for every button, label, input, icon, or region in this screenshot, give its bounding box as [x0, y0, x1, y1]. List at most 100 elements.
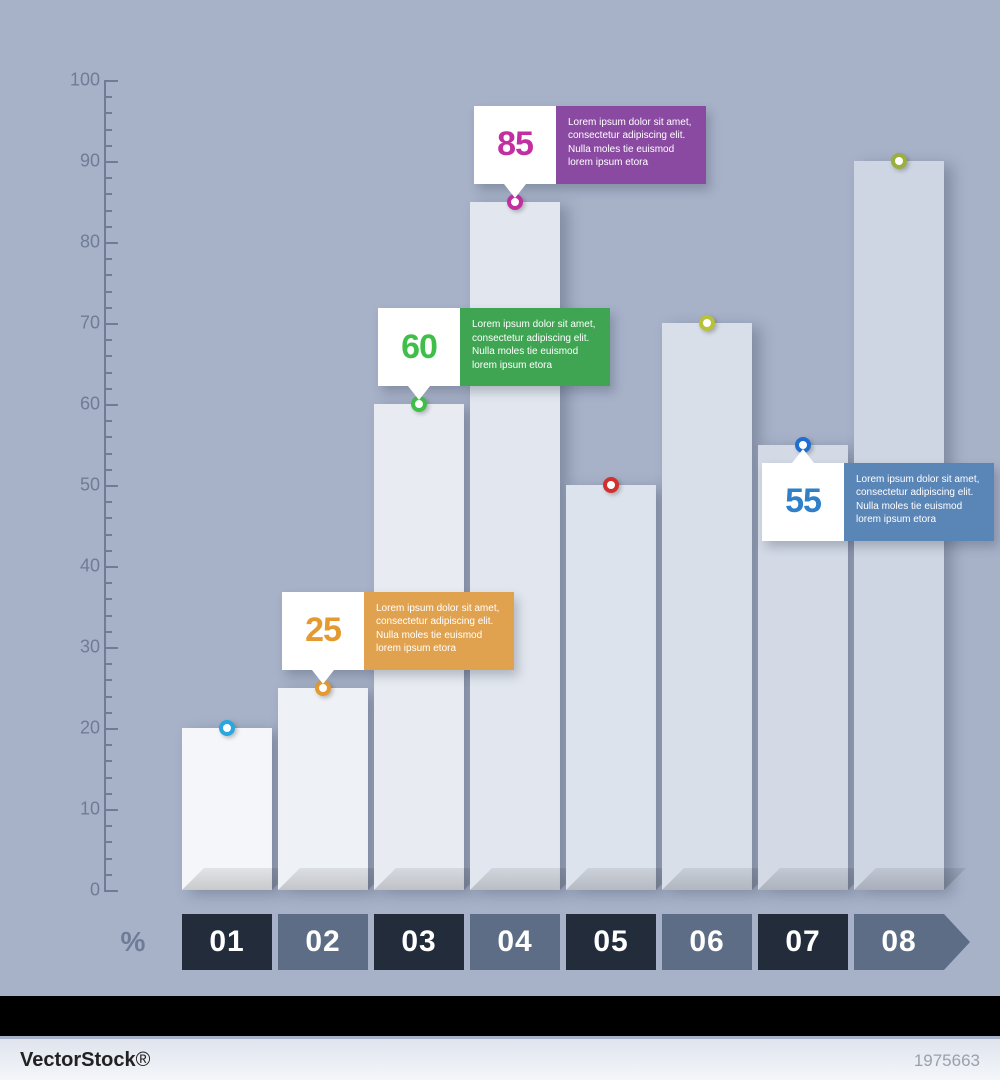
callout-text: Lorem ipsum dolor sit amet, consectetur …	[364, 592, 514, 670]
y-tick-minor	[104, 534, 112, 536]
y-tick-label: 90	[50, 151, 100, 172]
y-tick-major	[104, 161, 118, 163]
y-tick-minor	[104, 469, 112, 471]
callout: 85Lorem ipsum dolor sit amet, consectetu…	[474, 106, 706, 184]
x-axis-percent-symbol: %	[90, 914, 176, 970]
bar	[566, 485, 656, 890]
bar	[278, 688, 368, 891]
x-category-box: 06	[662, 914, 752, 970]
callout-tail	[504, 184, 526, 198]
y-tick-minor	[104, 193, 112, 195]
y-tick-minor	[104, 858, 112, 860]
plot-area: 25Lorem ipsum dolor sit amet, consectetu…	[120, 80, 940, 890]
x-axis-strip: %0102030405060708	[90, 914, 940, 970]
y-tick-major	[104, 647, 118, 649]
y-tick-minor	[104, 777, 112, 779]
y-tick-minor	[104, 825, 112, 827]
y-tick-major	[104, 890, 118, 892]
footer-black-band	[0, 996, 1000, 1036]
y-tick-major	[104, 323, 118, 325]
bar-top-marker	[603, 477, 619, 493]
callout: 60Lorem ipsum dolor sit amet, consectetu…	[378, 308, 610, 386]
y-tick-major	[104, 809, 118, 811]
x-category-box: 02	[278, 914, 368, 970]
y-tick-minor	[104, 550, 112, 552]
y-tick-minor	[104, 712, 112, 714]
y-tick-label: 60	[50, 394, 100, 415]
y-tick-label: 0	[50, 880, 100, 901]
bar-chart: 0102030405060708090100 25Lorem ipsum dol…	[90, 80, 940, 890]
bar	[662, 323, 752, 890]
callout-value: 25	[282, 592, 364, 670]
y-tick-major	[104, 404, 118, 406]
bar-base-fold	[854, 868, 966, 890]
y-tick-major	[104, 485, 118, 487]
x-category-box: 07	[758, 914, 848, 970]
y-tick-minor	[104, 291, 112, 293]
y-tick-minor	[104, 96, 112, 98]
y-tick-minor	[104, 874, 112, 876]
y-tick-minor	[104, 517, 112, 519]
bar	[182, 728, 272, 890]
y-tick-minor	[104, 760, 112, 762]
y-tick-major	[104, 566, 118, 568]
y-tick-minor	[104, 420, 112, 422]
y-tick-minor	[104, 258, 112, 260]
watermark-brand: VectorStock®	[20, 1049, 150, 1072]
y-tick-minor	[104, 744, 112, 746]
x-category-box: 01	[182, 914, 272, 970]
callout-value: 60	[378, 308, 460, 386]
callout-value: 85	[474, 106, 556, 184]
callout-text: Lorem ipsum dolor sit amet, consectetur …	[460, 308, 610, 386]
x-axis-arrowhead-icon	[944, 914, 970, 970]
bar-top-marker	[891, 153, 907, 169]
bar-top-marker	[219, 720, 235, 736]
y-tick-label: 30	[50, 637, 100, 658]
y-tick-label: 20	[50, 718, 100, 739]
y-tick-minor	[104, 129, 112, 131]
watermark-ref: 1975663	[914, 1051, 980, 1071]
callout-text: Lorem ipsum dolor sit amet, consectetur …	[556, 106, 706, 184]
callout-tail	[792, 449, 814, 463]
y-tick-minor	[104, 226, 112, 228]
y-tick-minor	[104, 274, 112, 276]
x-category-box: 04	[470, 914, 560, 970]
y-tick-minor	[104, 453, 112, 455]
x-category-box: 05	[566, 914, 656, 970]
y-tick-minor	[104, 631, 112, 633]
y-tick-major	[104, 242, 118, 244]
y-tick-minor	[104, 793, 112, 795]
callout-tail	[408, 386, 430, 400]
y-tick-minor	[104, 307, 112, 309]
y-tick-minor	[104, 112, 112, 114]
y-tick-minor	[104, 679, 112, 681]
bar-top-marker	[699, 315, 715, 331]
y-tick-minor	[104, 663, 112, 665]
y-tick-label: 80	[50, 232, 100, 253]
x-category-box: 03	[374, 914, 464, 970]
y-tick-minor	[104, 210, 112, 212]
y-tick-minor	[104, 841, 112, 843]
callout-value: 55	[762, 463, 844, 541]
y-tick-minor	[104, 615, 112, 617]
y-tick-label: 40	[50, 556, 100, 577]
y-tick-minor	[104, 436, 112, 438]
y-tick-label: 100	[50, 70, 100, 91]
y-tick-minor	[104, 696, 112, 698]
callout-tail	[312, 670, 334, 684]
y-tick-minor	[104, 145, 112, 147]
footer: VectorStock® 1975663	[0, 1039, 1000, 1080]
callout-text: Lorem ipsum dolor sit amet, consectetur …	[844, 463, 994, 541]
y-tick-label: 10	[50, 799, 100, 820]
bar	[470, 202, 560, 891]
y-tick-label: 50	[50, 475, 100, 496]
y-tick-minor	[104, 372, 112, 374]
canvas: 0102030405060708090100 25Lorem ipsum dol…	[0, 0, 1000, 1080]
y-tick-minor	[104, 388, 112, 390]
y-tick-major	[104, 728, 118, 730]
callout: 55Lorem ipsum dolor sit amet, consectetu…	[762, 463, 994, 541]
y-tick-minor	[104, 501, 112, 503]
y-tick-label: 70	[50, 313, 100, 334]
y-axis: 0102030405060708090100	[90, 80, 120, 890]
y-tick-minor	[104, 582, 112, 584]
